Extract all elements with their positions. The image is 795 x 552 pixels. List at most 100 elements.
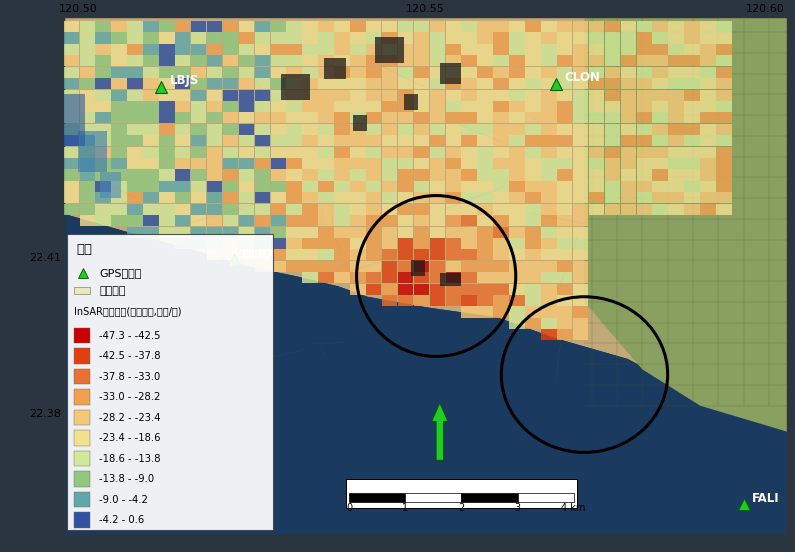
Bar: [716, 169, 731, 181]
Bar: [669, 158, 684, 169]
Bar: [429, 158, 445, 169]
Bar: [80, 158, 95, 169]
Bar: [334, 21, 350, 32]
Bar: [429, 181, 445, 192]
Bar: [398, 124, 413, 135]
Bar: [80, 55, 95, 66]
Bar: [111, 124, 126, 135]
Bar: [80, 113, 95, 124]
Bar: [494, 55, 509, 66]
Bar: [302, 272, 318, 283]
Bar: [494, 124, 509, 135]
Bar: [270, 135, 286, 146]
Bar: [238, 238, 254, 249]
Bar: [350, 226, 366, 237]
Bar: [302, 261, 318, 272]
Bar: [684, 21, 700, 32]
Bar: [445, 78, 461, 89]
Text: 120.60: 120.60: [746, 4, 785, 14]
Bar: [175, 204, 191, 215]
Bar: [541, 192, 556, 203]
Bar: [175, 135, 191, 146]
Bar: [461, 169, 477, 181]
Bar: [684, 101, 700, 112]
Bar: [398, 215, 413, 226]
Bar: [127, 55, 142, 66]
Bar: [398, 158, 413, 169]
Bar: [127, 181, 142, 192]
Bar: [573, 101, 588, 112]
Bar: [700, 101, 716, 112]
Bar: [461, 295, 477, 306]
Bar: [413, 295, 429, 306]
Bar: [223, 101, 238, 112]
Bar: [510, 181, 525, 192]
Bar: [684, 147, 700, 158]
Bar: [557, 33, 572, 44]
Bar: [350, 181, 366, 192]
Bar: [700, 78, 716, 89]
Bar: [461, 67, 477, 78]
Bar: [302, 78, 318, 89]
Bar: [398, 113, 413, 124]
Bar: [700, 181, 716, 192]
Bar: [175, 101, 191, 112]
Bar: [382, 192, 398, 203]
Bar: [366, 272, 382, 283]
Bar: [541, 78, 556, 89]
Bar: [270, 204, 286, 215]
Bar: [429, 78, 445, 89]
Bar: [302, 124, 318, 135]
Bar: [525, 181, 541, 192]
Bar: [605, 78, 620, 89]
Bar: [398, 238, 413, 249]
Bar: [478, 181, 493, 192]
Bar: [669, 89, 684, 100]
Bar: [159, 124, 175, 135]
Bar: [238, 78, 254, 89]
Bar: [95, 192, 111, 203]
Bar: [716, 192, 731, 203]
Text: -37.8 - -33.0: -37.8 - -33.0: [99, 371, 161, 381]
Bar: [494, 147, 509, 158]
Bar: [143, 135, 159, 146]
Bar: [525, 124, 541, 135]
Bar: [127, 44, 142, 55]
Bar: [159, 181, 175, 192]
Bar: [286, 215, 302, 226]
Bar: [95, 124, 111, 135]
Bar: [75, 328, 91, 343]
Bar: [80, 147, 95, 158]
Bar: [398, 284, 413, 295]
Bar: [478, 192, 493, 203]
Bar: [684, 204, 700, 215]
Bar: [143, 21, 159, 32]
Bar: [429, 226, 445, 237]
Bar: [716, 89, 731, 100]
Bar: [111, 55, 126, 66]
Bar: [510, 169, 525, 181]
Bar: [80, 33, 95, 44]
Bar: [621, 181, 636, 192]
Polygon shape: [584, 17, 787, 432]
Bar: [382, 284, 398, 295]
Bar: [589, 158, 604, 169]
Bar: [700, 44, 716, 55]
Bar: [653, 33, 668, 44]
Bar: [270, 89, 286, 100]
Bar: [700, 55, 716, 66]
Bar: [589, 89, 604, 100]
Bar: [286, 250, 302, 261]
Bar: [127, 89, 142, 100]
Text: -18.6 - -13.8: -18.6 - -13.8: [99, 454, 161, 464]
Bar: [398, 272, 413, 283]
Bar: [557, 44, 572, 55]
Bar: [382, 21, 398, 32]
Bar: [700, 204, 716, 215]
Bar: [302, 181, 318, 192]
Bar: [207, 215, 223, 226]
Bar: [525, 101, 541, 112]
Bar: [510, 78, 525, 89]
Bar: [589, 21, 604, 32]
Bar: [64, 113, 79, 124]
